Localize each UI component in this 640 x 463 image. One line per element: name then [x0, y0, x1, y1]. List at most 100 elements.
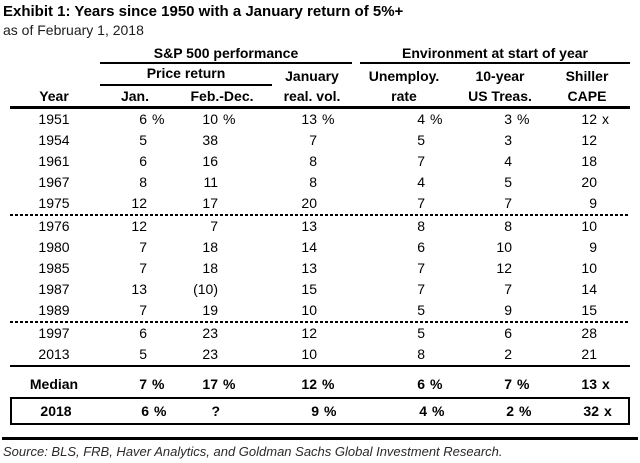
value-cell: 13%: [301, 111, 335, 127]
value-cell: 9: [504, 302, 512, 318]
median-row: Median 7% 17% 12% 6% 7% 13 x: [10, 367, 630, 397]
column-header-cape: CAPE: [567, 88, 607, 104]
value-cell: 18: [581, 153, 597, 169]
table-row-1997: 1997 6 23 12 5 6 28: [10, 323, 630, 344]
value-cell: 4%: [417, 111, 443, 127]
value-cell: 10%: [202, 111, 236, 127]
year-cell: 1997: [38, 325, 70, 341]
value-cell: 7: [309, 132, 317, 148]
year-cell: 1985: [38, 260, 70, 276]
table-row-1967: 1967 8 11 8 4 5 20: [10, 172, 630, 193]
value-cell: 23: [202, 346, 218, 362]
value-cell: 12 x: [581, 111, 609, 127]
column-header-us-treas: US Treas.: [468, 88, 532, 104]
sub-header-row: Price return January Unemploy. 10-year S…: [10, 64, 630, 86]
value-cell: 7: [417, 281, 425, 297]
value-cell: 5: [139, 132, 147, 148]
value-cell: 7: [504, 281, 512, 297]
group-header-sp500-performance: S&P 500 performance: [100, 45, 352, 64]
value-cell: 7: [417, 195, 425, 211]
value-cell: 3%: [504, 111, 530, 127]
value-cell: 10: [581, 218, 597, 234]
table-row-1975: 1975 12 17 20 7 7 9: [10, 193, 630, 214]
value-cell: 12: [581, 132, 597, 148]
table-row-1980: 1980 7 18 14 6 10 9: [10, 237, 630, 258]
value-cell: 8: [139, 174, 147, 190]
value-cell: (10): [193, 281, 218, 297]
year-cell: 1954: [38, 132, 70, 148]
value-cell: 9: [589, 239, 597, 255]
group-header-row: S&P 500 performance Environment at start…: [10, 44, 630, 64]
value-cell: 17%: [202, 376, 236, 392]
value-cell: 38: [202, 132, 218, 148]
value-cell: 2%: [506, 403, 532, 419]
dotted-separator: [10, 214, 630, 216]
row-2018: 2018 6%? 9% 4% 2% 32 x: [12, 399, 628, 423]
value-cell: 9: [589, 195, 597, 211]
value-cell: 8: [504, 218, 512, 234]
row-2018-box: 2018 6%? 9% 4% 2% 32 x: [10, 397, 630, 425]
sub-header-treasury: 10-year: [475, 68, 525, 84]
year-cell: 1989: [38, 302, 70, 318]
table-row-2013: 2013 5 23 10 8 2 21: [10, 344, 630, 365]
value-cell: 17: [202, 195, 218, 211]
year-cell: 1987: [38, 281, 70, 297]
value-cell: 15: [581, 302, 597, 318]
value-cell: 15: [301, 281, 317, 297]
column-header-year: Year: [39, 88, 69, 104]
value-cell: 8: [417, 218, 425, 234]
value-cell: 12: [496, 260, 512, 276]
value-cell: 12: [131, 218, 147, 234]
solid-separator: [10, 365, 630, 367]
group-header-environment: Environment at start of year: [360, 45, 630, 64]
value-cell: 7: [139, 260, 147, 276]
value-cell: 7: [210, 218, 218, 234]
year-cell: 2013: [38, 346, 70, 362]
value-cell: 5: [417, 132, 425, 148]
exhibit-subtitle: as of February 1, 2018: [3, 22, 144, 38]
value-cell: 28: [581, 325, 597, 341]
value-cell: 2: [504, 346, 512, 362]
value-cell: 5: [417, 325, 425, 341]
value-cell: 19: [202, 302, 218, 318]
value-cell: 13 x: [581, 376, 610, 392]
value-cell: 7: [417, 153, 425, 169]
value-cell: 7: [139, 239, 147, 255]
column-header-row: Year Jan. Feb.-Dec. real. vol. rate US T…: [10, 86, 630, 106]
value-cell: 10: [301, 302, 317, 318]
value-cell: 8: [417, 346, 425, 362]
value-cell: 8: [309, 153, 317, 169]
table-row-1961: 1961 6 16 8 7 4 18: [10, 151, 630, 172]
data-table: S&P 500 performance Environment at start…: [10, 44, 630, 425]
value-cell: 12: [131, 195, 147, 211]
table-row-1989: 1989 7 19 10 5 9 15: [10, 300, 630, 321]
value-cell: 16: [202, 153, 218, 169]
value-cell: 11: [203, 174, 218, 190]
value-cell: 6%: [417, 376, 443, 392]
year-cell: 1951: [38, 111, 70, 127]
year-cell: 1961: [38, 153, 70, 169]
year-cell: 1976: [38, 218, 70, 234]
table-row-1976: 1976 12 7 13 8 8 10: [10, 216, 630, 237]
column-header-real-vol: real. vol.: [283, 88, 341, 104]
sub-header-price-return: Price return: [100, 64, 272, 86]
value-cell: 4: [417, 174, 425, 190]
value-cell: 5: [139, 346, 147, 362]
value-cell: 23: [202, 325, 218, 341]
bottom-rule: [2, 437, 638, 440]
value-cell: 9%: [311, 403, 337, 419]
table-row-1954: 1954 5 38 7 5 3 12: [10, 130, 630, 151]
sub-header-january: January: [285, 68, 339, 84]
value-cell: 18: [202, 260, 218, 276]
value-cell: 5: [504, 174, 512, 190]
value-cell: 3: [504, 132, 512, 148]
value-cell: 6: [417, 239, 425, 255]
value-cell: 13: [131, 281, 147, 297]
table-row-1985: 1985 7 18 13 7 12 10: [10, 258, 630, 279]
dotted-separator: [10, 321, 630, 323]
value-cell: 13: [301, 218, 317, 234]
value-cell: 7: [417, 260, 425, 276]
value-cell: 20: [581, 174, 597, 190]
value-cell: ?: [211, 403, 220, 419]
